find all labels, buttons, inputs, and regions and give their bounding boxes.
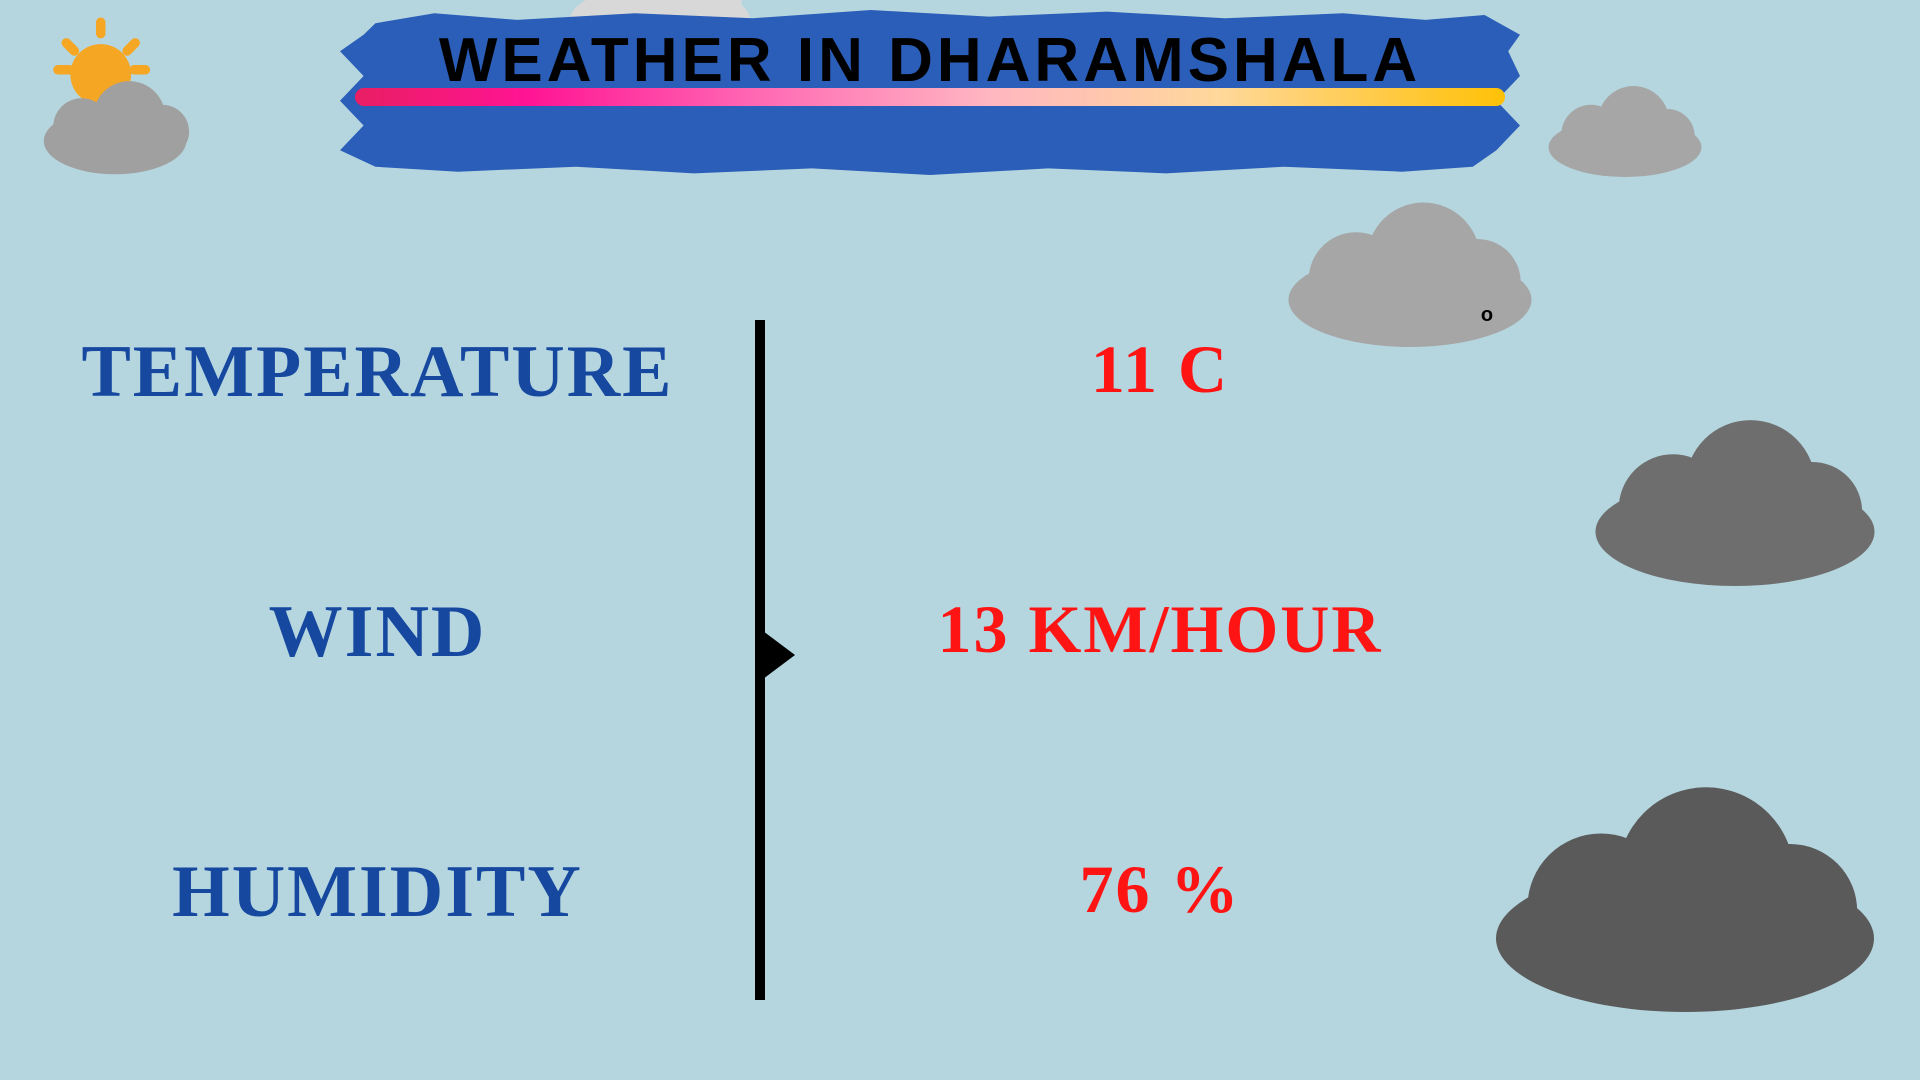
cloud-icon: [1540, 75, 1710, 181]
temperature-value-text: 11 C: [1091, 331, 1229, 407]
title-banner: WEATHER IN DHARAMSHALA: [340, 0, 1520, 200]
degree-symbol: o: [1481, 304, 1493, 327]
wind-label-text: WIND: [269, 591, 487, 673]
sun-cloud-icon: [20, 8, 210, 198]
divider-arrow-icon: [755, 625, 795, 685]
wind-value: 13 KM/HOUR: [810, 590, 1510, 669]
humidity-value: 76 %: [810, 850, 1510, 929]
wind-label: WIND: [0, 590, 755, 675]
temperature-value: 11 C o: [810, 330, 1510, 409]
wind-value-text: 13 KM/HOUR: [938, 591, 1383, 667]
humidity-label: HUMIDITY: [0, 850, 755, 935]
temperature-label: TEMPERATURE: [0, 330, 755, 415]
humidity-label-text: HUMIDITY: [172, 851, 583, 933]
page-title: WEATHER IN DHARAMSHALA: [390, 25, 1470, 96]
weather-data-area: TEMPERATURE 11 C o WIND 13 KM/HOUR HUMID…: [0, 320, 1920, 1020]
temperature-label-text: TEMPERATURE: [81, 331, 673, 413]
humidity-value-text: 76 %: [1080, 851, 1241, 927]
